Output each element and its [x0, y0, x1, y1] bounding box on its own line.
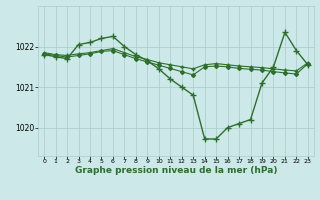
X-axis label: Graphe pression niveau de la mer (hPa): Graphe pression niveau de la mer (hPa): [75, 166, 277, 175]
